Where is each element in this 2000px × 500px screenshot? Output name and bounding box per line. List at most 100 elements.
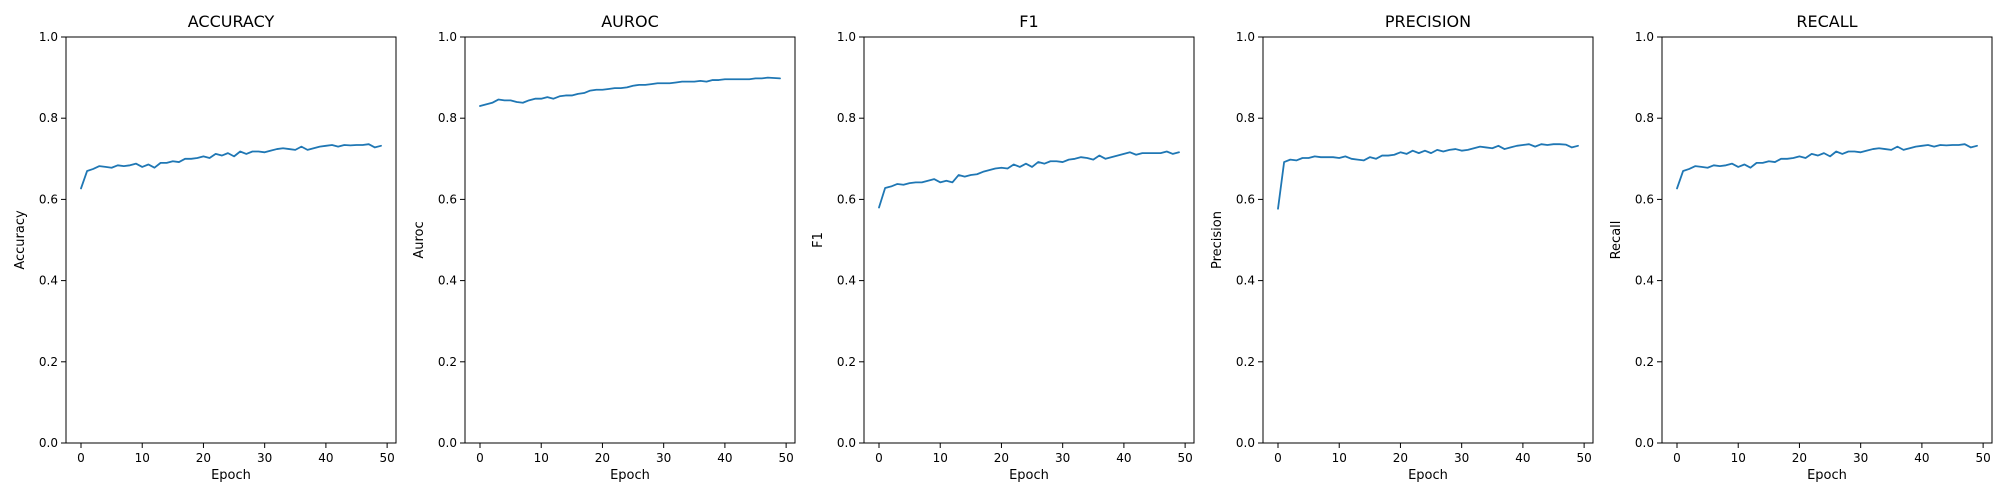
data-point	[656, 82, 658, 84]
data-point	[626, 86, 628, 88]
data-point	[1534, 145, 1536, 147]
x-axis-label: Epoch	[1807, 468, 1847, 483]
data-point	[1902, 149, 1904, 151]
data-point	[110, 167, 112, 169]
data-point	[196, 157, 198, 159]
data-point	[123, 165, 125, 167]
data-point	[343, 144, 345, 146]
data-point	[1418, 152, 1420, 154]
data-point	[1737, 166, 1739, 168]
data-point	[1558, 143, 1560, 145]
data-point	[1884, 148, 1886, 150]
x-axis-label: Epoch	[1408, 468, 1448, 483]
data-point	[939, 181, 941, 183]
x-tick-label: 50	[778, 451, 793, 465]
data-point	[1283, 161, 1285, 163]
data-point	[282, 147, 284, 149]
data-point	[1031, 166, 1033, 168]
data-point	[1915, 145, 1917, 147]
x-tick-label: 10	[933, 451, 948, 465]
data-point	[294, 149, 296, 151]
data-point	[1896, 145, 1898, 147]
data-point	[1945, 144, 1947, 146]
data-point	[1970, 146, 1972, 148]
data-point	[1485, 146, 1487, 148]
y-tick-label: 0.8	[1236, 111, 1255, 125]
data-point	[1503, 148, 1505, 150]
data-point	[208, 157, 210, 159]
x-tick-label: 20	[196, 451, 211, 465]
x-tick-label: 20	[595, 451, 610, 465]
data-point	[693, 80, 695, 82]
y-tick-label: 0.8	[837, 111, 856, 125]
y-axis-label: Recall	[1609, 221, 1624, 260]
data-point	[1405, 153, 1407, 155]
data-point	[1792, 157, 1794, 159]
data-point	[1350, 158, 1352, 160]
data-point	[380, 145, 382, 147]
data-point	[742, 78, 744, 80]
data-point	[1725, 164, 1727, 166]
x-tick-label: 20	[994, 451, 1009, 465]
x-tick-label: 50	[1177, 451, 1192, 465]
y-tick-label: 0.2	[837, 355, 856, 369]
data-point	[1509, 146, 1511, 148]
data-point	[933, 178, 935, 180]
x-tick-label: 0	[1274, 451, 1282, 465]
data-point	[1577, 145, 1579, 147]
data-point	[1153, 152, 1155, 154]
data-point	[779, 77, 781, 79]
data-point	[945, 180, 947, 182]
data-point	[1774, 161, 1776, 163]
data-point	[1755, 162, 1757, 164]
data-point	[1676, 187, 1678, 189]
data-point	[681, 80, 683, 82]
data-point	[711, 79, 713, 81]
data-point	[1399, 151, 1401, 153]
data-point	[1976, 145, 1978, 147]
data-point	[964, 175, 966, 177]
data-point	[632, 85, 634, 87]
y-tick-label: 0.6	[39, 192, 58, 206]
y-tick-label: 0.0	[39, 436, 58, 450]
data-point	[705, 80, 707, 82]
series-line-auroc	[479, 76, 781, 107]
data-point	[503, 99, 505, 101]
panel-recall: RECALL 0 10 20 30 40 50 0.0 0.2 0.4 0.6 0.8 1.0 Epoch…	[1609, 12, 1993, 483]
y-tick-label: 0.4	[39, 274, 58, 288]
data-point	[927, 180, 929, 182]
y-tick-label: 0.8	[1635, 111, 1654, 125]
y-tick-label: 0.2	[438, 355, 457, 369]
y-tick-label: 0.0	[837, 436, 856, 450]
data-point	[1528, 143, 1530, 145]
y-tick-label: 0.0	[1236, 436, 1255, 450]
data-point	[1829, 155, 1831, 157]
data-point	[1786, 158, 1788, 160]
data-point	[613, 87, 615, 89]
data-point	[1957, 144, 1959, 146]
x-tick-label: 10	[1731, 451, 1746, 465]
y-tick-label: 0.4	[438, 274, 457, 288]
data-point	[748, 78, 750, 80]
data-point	[669, 82, 671, 84]
data-point	[104, 166, 106, 168]
data-point	[141, 166, 143, 168]
data-point	[306, 149, 308, 151]
x-tick-label: 50	[1975, 451, 1990, 465]
data-point	[1571, 146, 1573, 148]
data-point	[558, 95, 560, 97]
data-point	[1375, 158, 1377, 160]
data-point	[1080, 156, 1082, 158]
y-tick-label: 0.0	[1635, 436, 1654, 450]
y-tick-label: 0.4	[1635, 274, 1654, 288]
data-point	[257, 150, 259, 152]
data-point	[1479, 145, 1481, 147]
data-point	[1749, 167, 1751, 169]
x-tick-label: 20	[1393, 451, 1408, 465]
data-point	[1798, 155, 1800, 157]
x-tick-label: 30	[1454, 451, 1469, 465]
y-tick-label: 0.6	[1236, 192, 1255, 206]
data-point	[1129, 151, 1131, 153]
data-point	[1178, 151, 1180, 153]
data-point	[1000, 167, 1002, 169]
